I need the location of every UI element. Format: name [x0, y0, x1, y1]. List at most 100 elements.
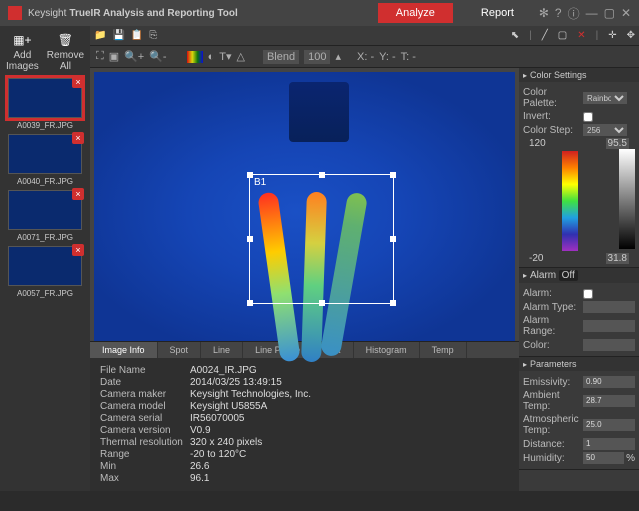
alarm-label: Alarm: — [523, 288, 583, 299]
thumbnail[interactable]: × A0057_FR.JPG — [8, 246, 82, 298]
atmos-value[interactable]: 25.0 — [583, 419, 635, 431]
info-value: 320 x 240 pixels — [190, 437, 262, 448]
right-panel: Color Settings Color Palette:Rainbow Inv… — [519, 68, 639, 491]
alarm-range-value[interactable] — [583, 320, 635, 332]
step-select[interactable]: 256 — [583, 124, 627, 136]
emissivity-label: Emissivity: — [523, 377, 583, 388]
copy-icon[interactable]: 📋 — [131, 30, 143, 41]
blend-value[interactable]: 100 — [304, 50, 330, 64]
thumb-caption: A0057_FR.JPG — [8, 289, 82, 298]
alarm-header[interactable]: Alarm Off — [519, 268, 639, 283]
info-value: Keysight Technologies, Inc. — [190, 389, 311, 400]
info-key: Camera maker — [100, 389, 190, 400]
alarm-color-label: Color: — [523, 340, 583, 351]
info-value: V0.9 — [190, 425, 211, 436]
invert-label: Invert: — [523, 111, 583, 122]
folder-icon[interactable]: 📁 — [94, 30, 106, 41]
color-gradient — [562, 151, 578, 251]
info-key: Date — [100, 377, 190, 388]
info-key: Max — [100, 473, 190, 484]
grad-hi2: 120 — [529, 138, 546, 149]
info-key: Camera version — [100, 425, 190, 436]
analyze-button[interactable]: Analyze — [378, 3, 453, 23]
distance-label: Distance: — [523, 439, 583, 450]
tab-image-info[interactable]: Image Info — [90, 342, 158, 358]
info-value: 96.1 — [190, 473, 209, 484]
thumbnail[interactable]: × A0040_FR.JPG — [8, 134, 82, 186]
line-tool-icon[interactable]: ╱ — [542, 30, 548, 41]
info-icon[interactable]: ⓘ — [568, 5, 580, 22]
info-key: Min — [100, 461, 190, 472]
alarm-range-label: Alarm Range: — [523, 315, 583, 337]
palette-icon[interactable] — [187, 51, 203, 63]
thumb-remove-icon[interactable]: × — [72, 188, 84, 200]
close-icon[interactable]: ✕ — [621, 6, 631, 20]
ambient-label: Ambient Temp: — [523, 390, 583, 412]
info-key: Range — [100, 449, 190, 460]
pointer-icon[interactable]: ⬉ — [511, 30, 519, 41]
palette-select[interactable]: Rainbow — [583, 92, 627, 104]
grad-lo: -20 — [529, 253, 543, 264]
thumb-remove-icon[interactable]: × — [72, 132, 84, 144]
annotation-icon[interactable]: △ — [237, 50, 245, 63]
coord-x: X: - — [357, 51, 374, 63]
blend-label: Blend — [263, 50, 299, 64]
info-value: Keysight U5855A — [190, 401, 267, 412]
roi-box[interactable]: B1 — [249, 174, 394, 304]
file-toolbar: 📁 💾 📋 ⎘ ⬉ | ╱ ▢ ✕ | ✛ ✥ — [90, 26, 639, 46]
delete-tool-icon[interactable]: ✕ — [577, 30, 585, 41]
grad-hi: 95.5 — [606, 138, 629, 149]
image-info-panel: File NameA0024_IR.JPGDate2014/03/25 13:4… — [90, 358, 519, 491]
text-icon[interactable]: T▾ — [219, 50, 231, 63]
tab-histogram[interactable]: Histogram — [354, 342, 420, 358]
crosshair-icon[interactable]: ✛ — [608, 30, 616, 41]
info-value: 2014/03/25 13:49:15 — [190, 377, 282, 388]
minimize-icon[interactable]: — — [586, 6, 598, 20]
settings-icon[interactable]: ✻ — [539, 6, 549, 20]
ambient-value[interactable]: 28.7 — [583, 395, 635, 407]
actual-icon[interactable]: ▣ — [109, 50, 119, 63]
roi-label: B1 — [254, 177, 266, 188]
maximize-icon[interactable]: ▢ — [604, 6, 615, 20]
info-key: Camera serial — [100, 413, 190, 424]
alarm-color-value[interactable] — [583, 339, 635, 351]
tab-line[interactable]: Line — [201, 342, 243, 358]
move-icon[interactable]: ✥ — [627, 30, 635, 41]
add-images-button[interactable]: ▦+Add Images — [6, 32, 39, 72]
box-tool-icon[interactable]: ▢ — [558, 30, 567, 41]
zoom-out-icon[interactable]: 🔍- — [149, 50, 166, 63]
thumbnail[interactable]: ×A0071_FR.JPG — [8, 190, 82, 242]
humidity-unit: % — [626, 453, 635, 464]
fit-icon[interactable]: ⛶ — [96, 50, 104, 63]
thumb-remove-icon[interactable]: × — [72, 76, 84, 88]
parameters-header[interactable]: Parameters — [519, 357, 639, 371]
coord-y: Y: - — [379, 51, 396, 63]
alarm-type-value[interactable] — [583, 301, 635, 313]
help-icon[interactable]: ? — [555, 6, 562, 20]
tab-temp[interactable]: Temp — [420, 342, 467, 358]
color-settings-header[interactable]: Color Settings — [519, 68, 639, 82]
info-key: Thermal resolution — [100, 437, 190, 448]
remove-all-button[interactable]: 🗑Remove All — [47, 32, 84, 72]
tab-spot[interactable]: Spot — [158, 342, 202, 358]
thumbnail[interactable]: × A0039_FR.JPG — [8, 78, 82, 130]
grad-lo2: 31.8 — [606, 253, 629, 264]
thumb-caption: A0039_FR.JPG — [8, 121, 82, 130]
info-key: File Name — [100, 365, 190, 376]
export-icon[interactable]: ⎘ — [149, 30, 157, 41]
report-button[interactable]: Report — [463, 3, 532, 23]
distance-value[interactable]: 1 — [583, 438, 635, 450]
thumb-caption: A0040_FR.JPG — [8, 177, 82, 186]
humidity-label: Humidity: — [523, 453, 583, 464]
thumb-remove-icon[interactable]: × — [72, 244, 84, 256]
save-icon[interactable]: 💾 — [112, 30, 124, 41]
zoom-in-icon[interactable]: 🔍+ — [124, 50, 144, 63]
gray-gradient — [619, 149, 635, 249]
blend-up-icon[interactable]: ▴ — [335, 50, 341, 63]
emissivity-value[interactable]: 0.90 — [583, 376, 635, 388]
invert-checkbox[interactable] — [583, 112, 593, 122]
alarm-checkbox[interactable] — [583, 289, 593, 299]
humidity-value[interactable]: 50 — [583, 452, 624, 464]
contrast-icon[interactable]: ◐ — [208, 51, 215, 63]
thermal-canvas[interactable]: B1 — [94, 72, 515, 341]
